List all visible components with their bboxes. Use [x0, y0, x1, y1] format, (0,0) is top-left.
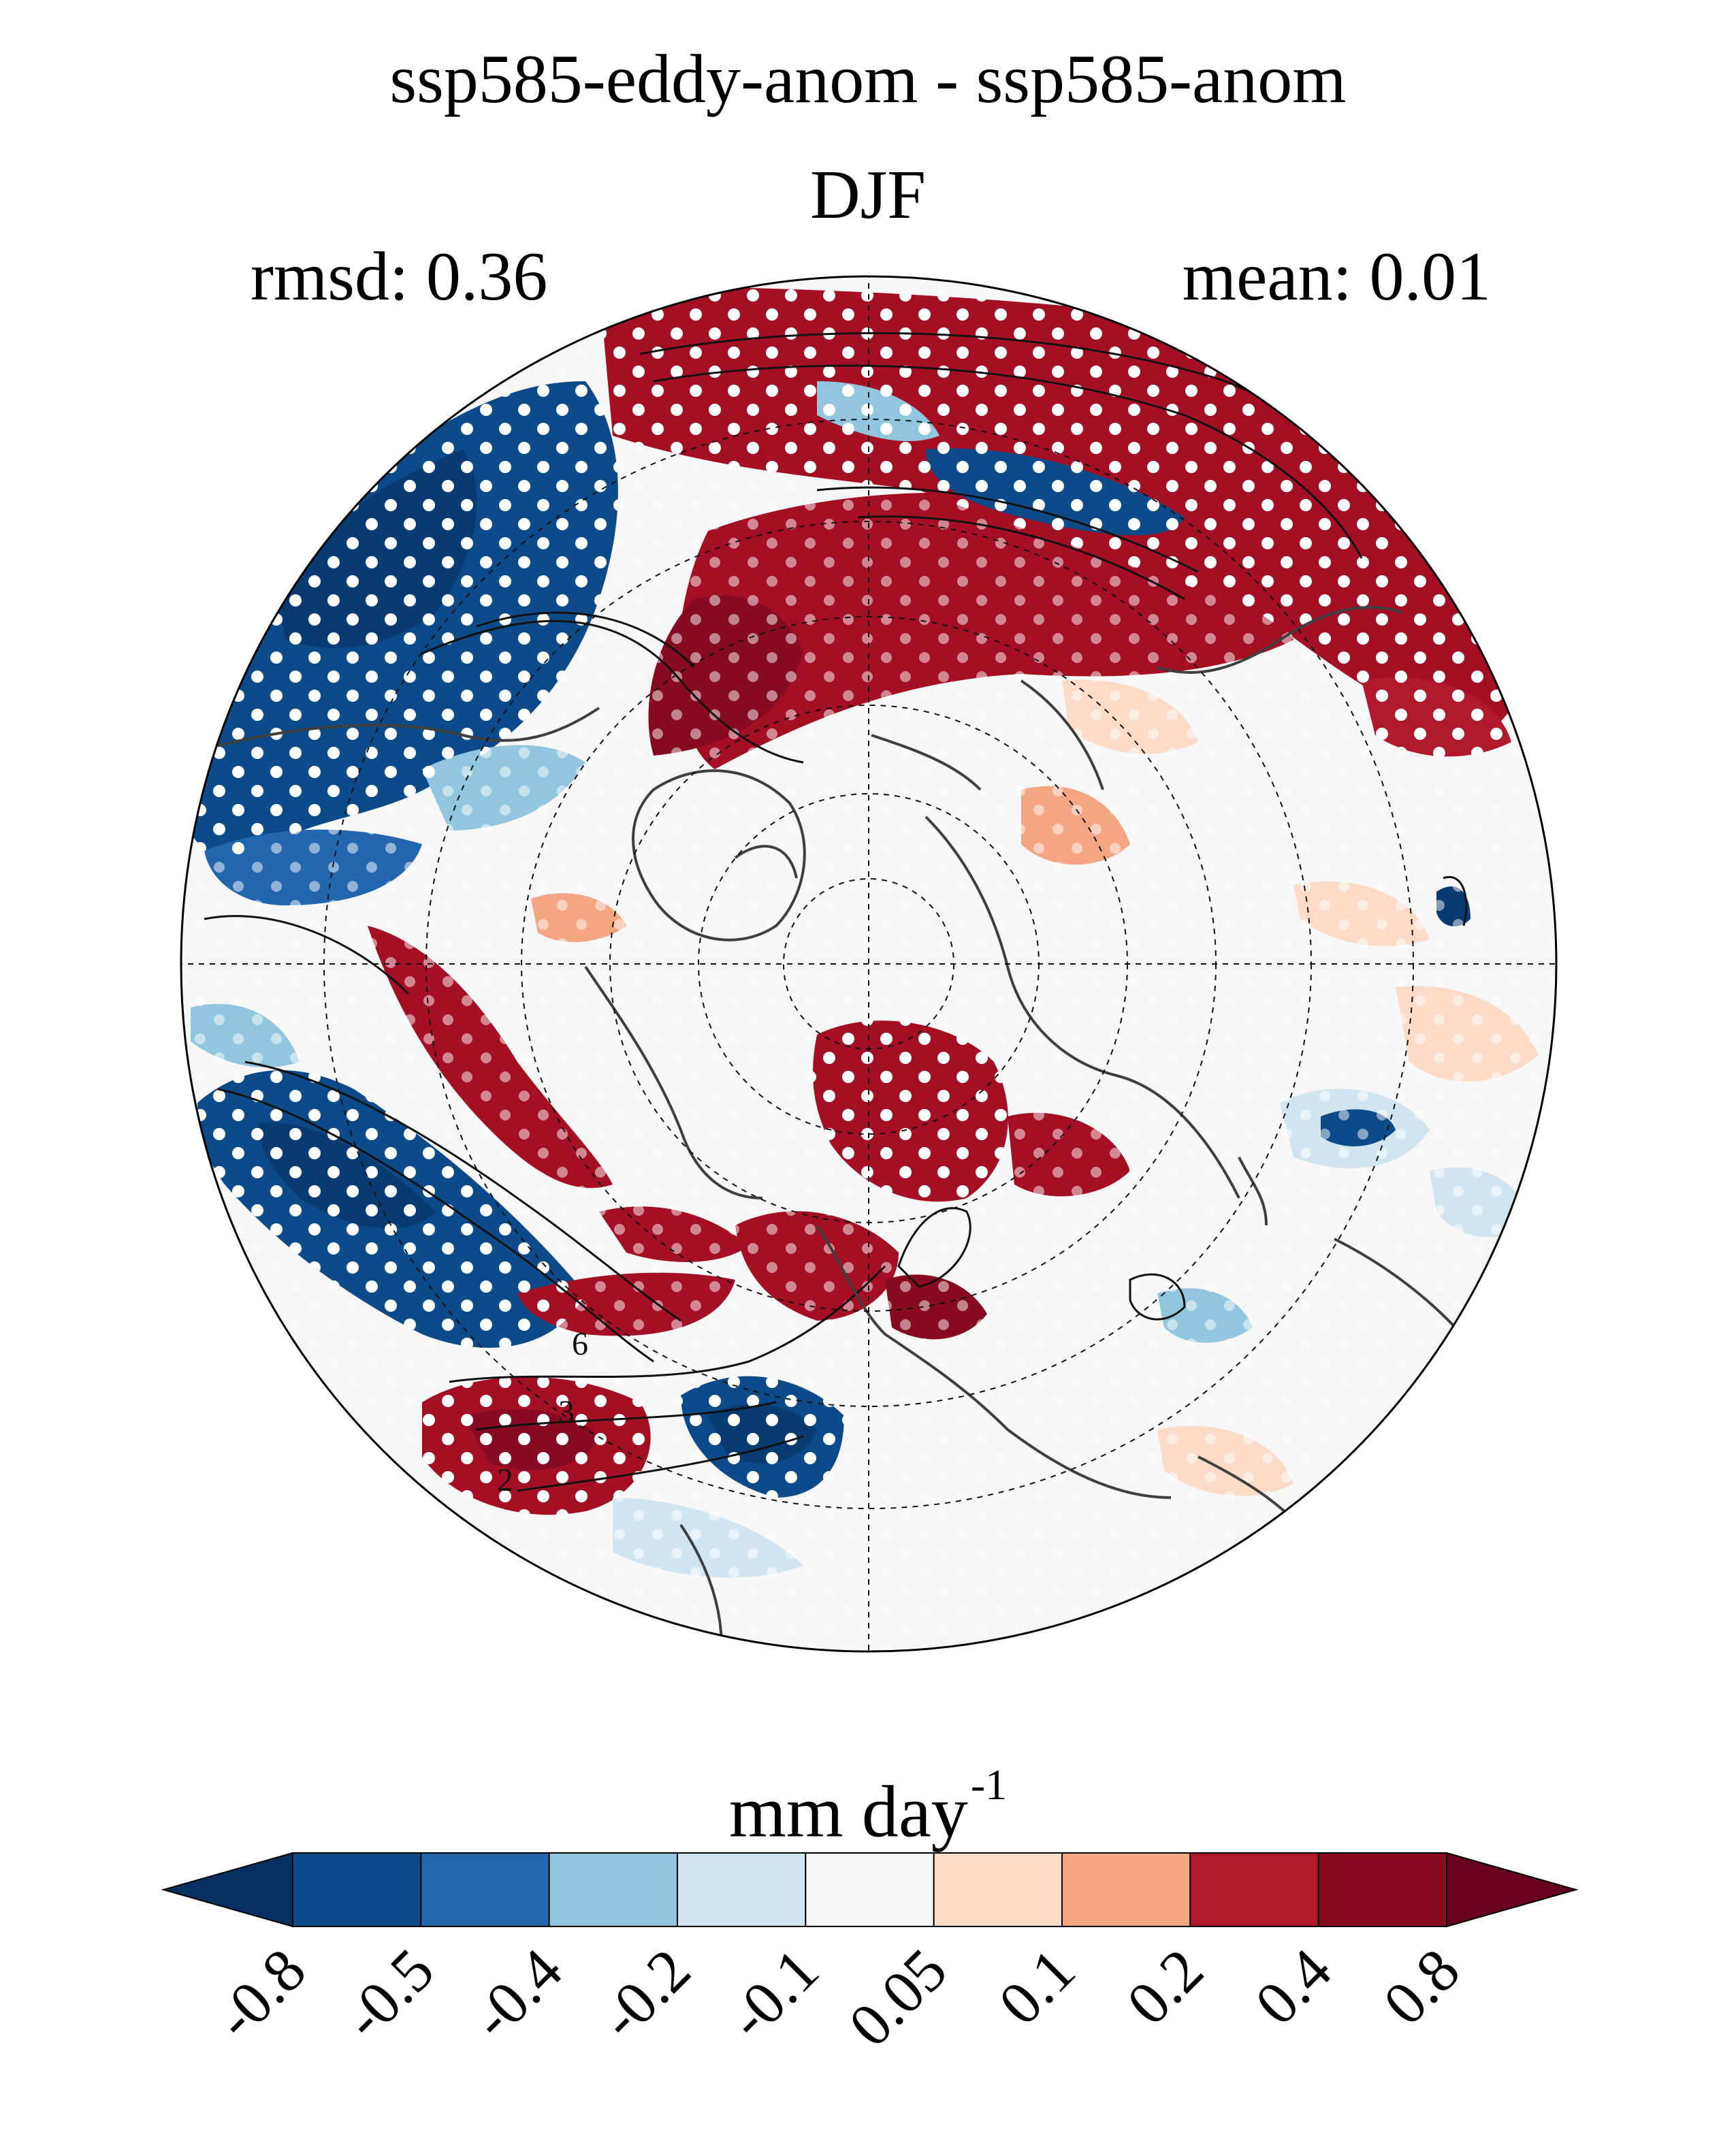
mean-label: mean: 0.01	[1182, 238, 1491, 315]
colorbar-box	[933, 1852, 1063, 1927]
units-exponent: -1	[970, 1760, 1008, 1809]
colorbar-box	[677, 1852, 807, 1927]
season-label: DJF	[809, 157, 927, 233]
map-boundary	[180, 275, 1558, 1653]
map-title: ssp585-eddy-anom - ssp585-anom	[389, 41, 1347, 118]
colorbar-box	[1061, 1852, 1191, 1927]
colorbar-box	[1317, 1852, 1447, 1927]
colorbar-tick-label: 0.1	[986, 1936, 1089, 2038]
colorbar-tick-label: -0.5	[331, 1936, 447, 2052]
colorbar-box	[805, 1852, 935, 1927]
colorbar-tick-label: 0.4	[1242, 1936, 1345, 2038]
graticule	[181, 276, 1556, 1651]
colorbar-units: mm day-1	[0, 1763, 1736, 1849]
colorbar-tick-label: 0.2	[1114, 1936, 1217, 2038]
colorbar-extend-high	[1446, 1852, 1579, 1928]
coastlines	[204, 606, 1485, 1648]
colorbar-box	[420, 1852, 550, 1927]
colorbar-extend-low	[161, 1852, 293, 1928]
colorbar-tick-label: -0.4	[459, 1936, 575, 2052]
colorbar-tick-label: -0.8	[202, 1936, 319, 2052]
colorbar-tick-label: -0.1	[716, 1936, 832, 2052]
contour-label-6: 6	[572, 1326, 588, 1362]
colorbar-box	[1189, 1852, 1319, 1927]
colorbar-tick-label: -0.2	[587, 1936, 703, 2052]
units-text: mm day	[728, 1771, 968, 1853]
colorbar-box	[292, 1852, 422, 1927]
contour-labels: 3 2 6	[497, 1326, 588, 1498]
colorbar-tick-label: 0.05	[836, 1936, 959, 2059]
contour-label-2: 2	[497, 1462, 513, 1498]
colorbar-tick-label: 0.8	[1371, 1936, 1473, 2038]
contour-label-3: 3	[558, 1394, 575, 1430]
rmsd-label: rmsd: 0.36	[251, 238, 548, 315]
colorbar-box	[548, 1852, 679, 1927]
